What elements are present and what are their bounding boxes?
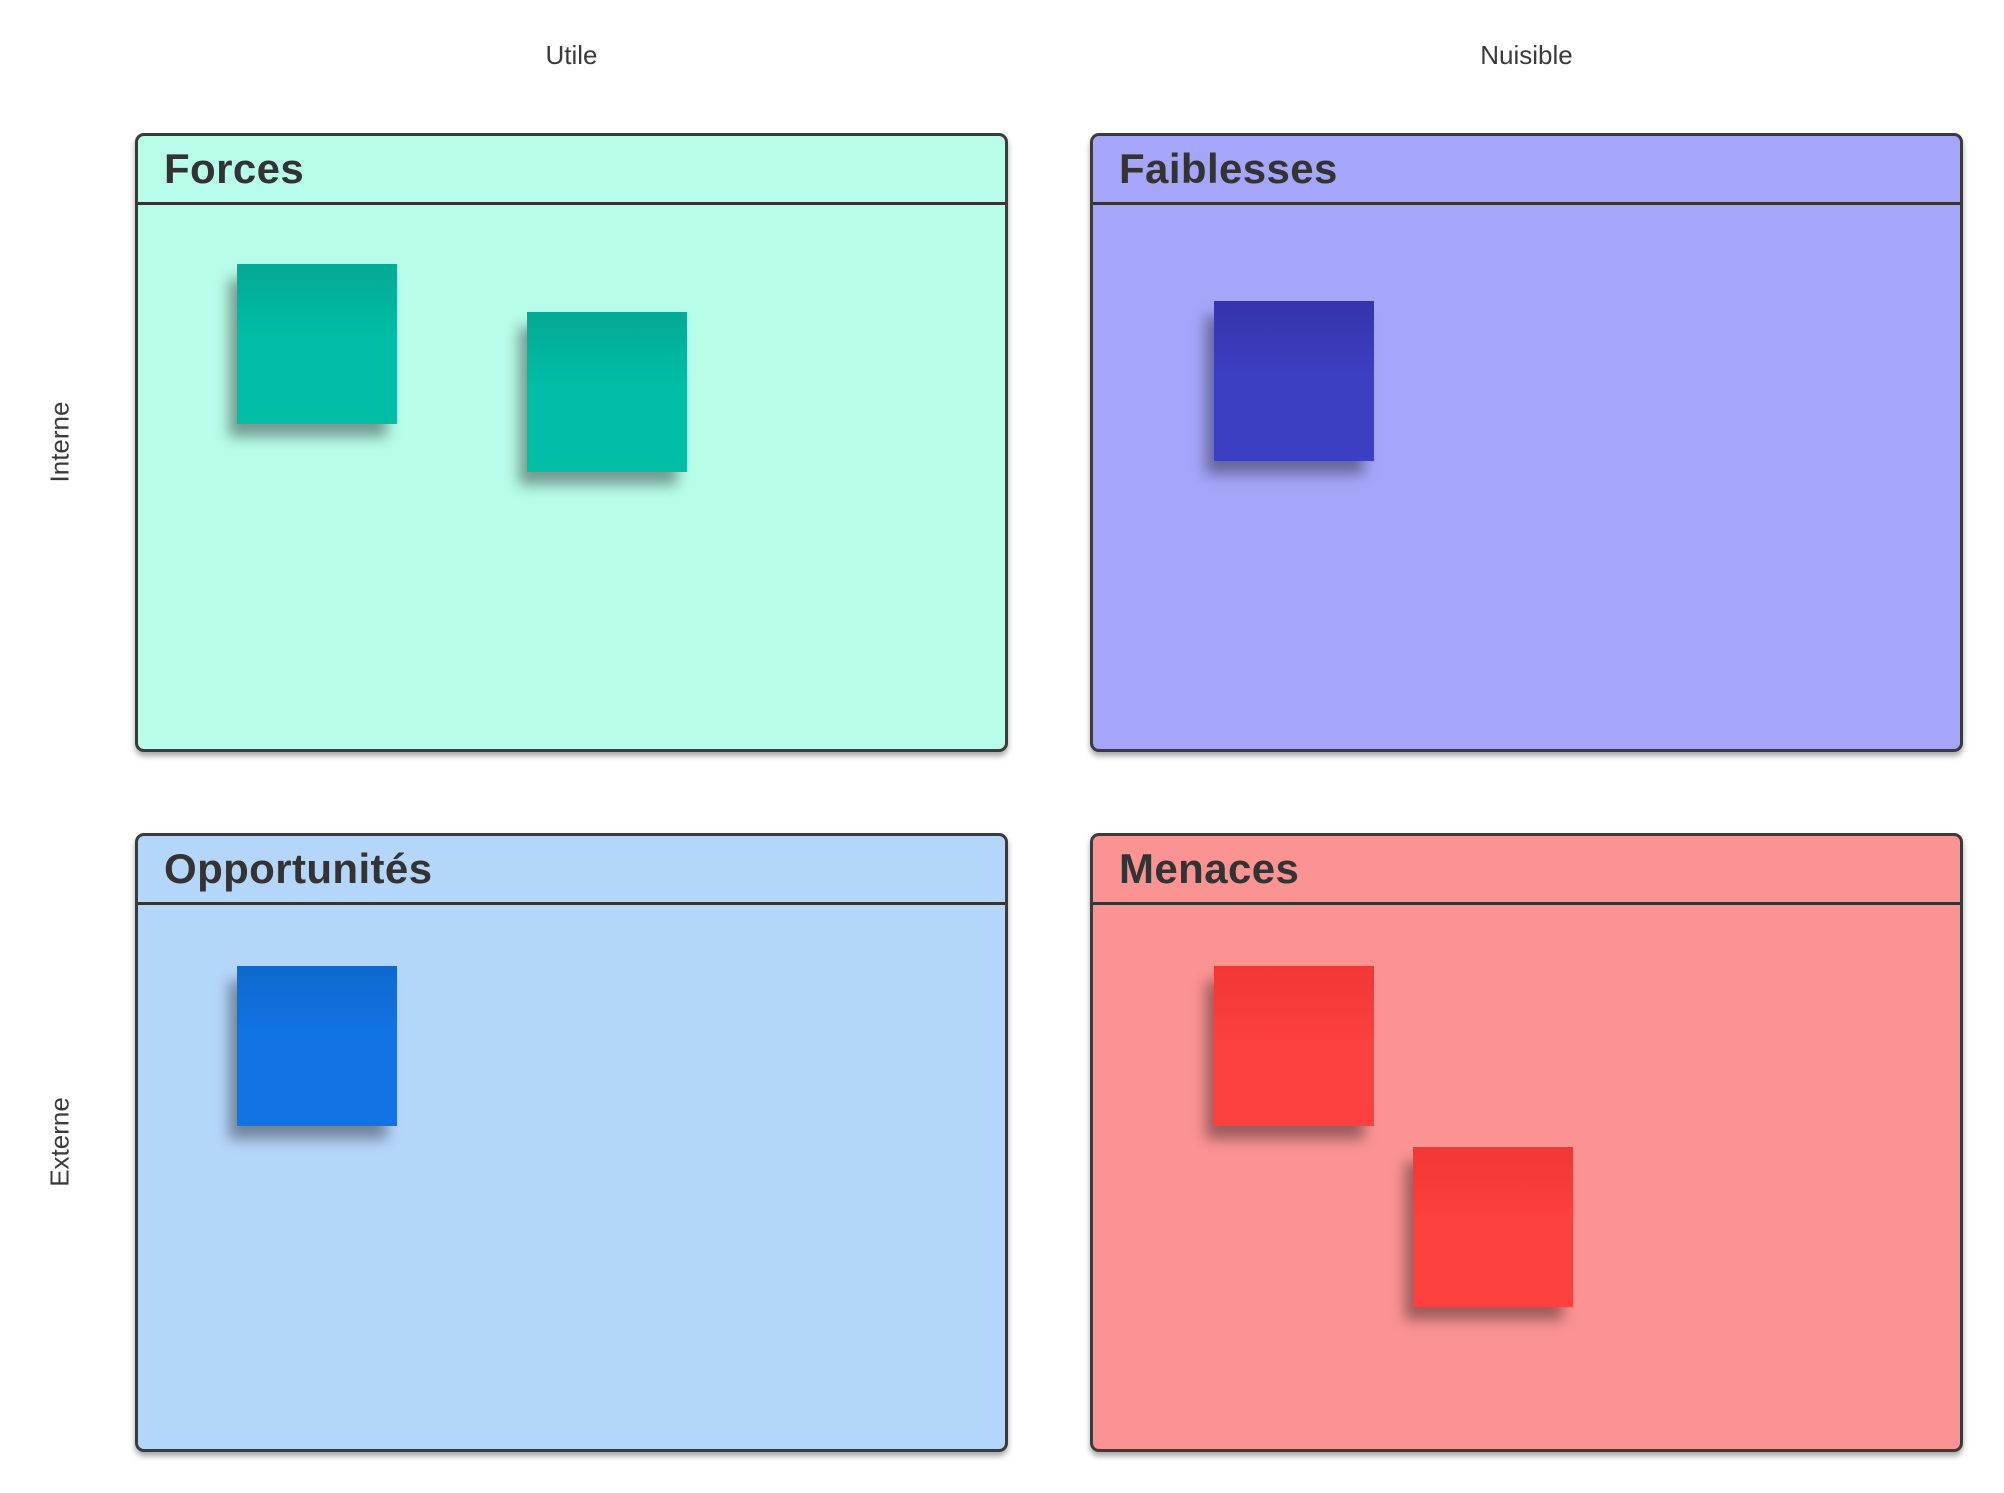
axis-label-utile: Utile [545,40,598,70]
quadrant-title-opportunites: Opportunités [164,845,433,892]
axis-label-interne: Interne [44,401,75,483]
quadrant-header-opportunites: Opportunités [138,836,1005,905]
sticky-note[interactable] [1413,1147,1573,1307]
quadrant-header-menaces: Menaces [1093,836,1960,905]
sticky-note[interactable] [237,966,397,1126]
sticky-note[interactable] [527,312,687,472]
quadrant-body-opportunites [138,905,1005,1449]
sticky-note[interactable] [1214,301,1374,461]
quadrant-body-menaces [1093,905,1960,1449]
quadrant-title-forces: Forces [164,145,305,192]
quadrant-body-faiblesses [1093,205,1960,749]
axis-label-externe: Externe [44,1097,75,1187]
quadrant-header-faiblesses: Faiblesses [1093,136,1960,205]
quadrant-title-menaces: Menaces [1119,845,1300,892]
quadrant-forces[interactable]: Forces [135,133,1008,752]
quadrant-menaces[interactable]: Menaces [1090,833,1963,1452]
quadrant-title-faiblesses: Faiblesses [1119,145,1338,192]
sticky-note[interactable] [237,264,397,424]
quadrant-body-forces [138,205,1005,749]
axis-label-nuisible: Nuisible [1480,40,1573,70]
quadrant-opportunites[interactable]: Opportunités [135,833,1008,1452]
quadrant-faiblesses[interactable]: Faiblesses [1090,133,1963,752]
quadrant-header-forces: Forces [138,136,1005,205]
sticky-note[interactable] [1214,966,1374,1126]
